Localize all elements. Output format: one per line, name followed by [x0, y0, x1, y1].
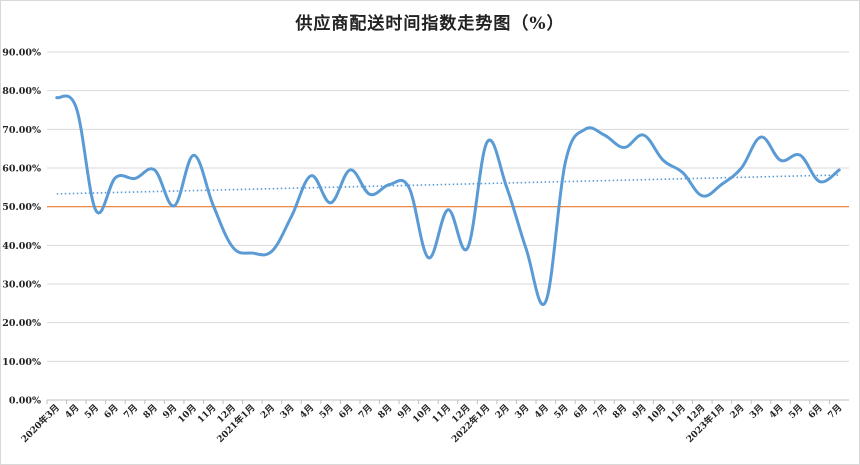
- x-tick-label: 4月: [532, 402, 551, 421]
- x-tick-label: 8月: [611, 402, 630, 421]
- x-tick-label: 6月: [571, 402, 590, 421]
- x-tick-label: 8月: [376, 402, 395, 421]
- x-tick-label: 11月: [195, 402, 218, 425]
- y-tick-label: 40.00%: [2, 241, 41, 252]
- y-tick-label: 60.00%: [2, 164, 41, 175]
- chart-title: 供应商配送时间指数走势图（%）: [295, 14, 565, 34]
- x-tick-label: 11月: [665, 402, 688, 425]
- x-tick-label: 11月: [430, 402, 453, 425]
- x-tick-label: 5月: [552, 402, 571, 421]
- y-tick-label: 0.00%: [9, 396, 41, 407]
- x-tick-label: 3月: [513, 402, 532, 421]
- x-tick-label: 10月: [411, 402, 434, 425]
- x-tick-label: 7月: [591, 402, 610, 421]
- y-tick-label: 30.00%: [2, 280, 41, 291]
- x-tick-label: 6月: [102, 402, 121, 421]
- x-tick-label: 7月: [356, 402, 375, 421]
- y-tick-label: 70.00%: [2, 125, 41, 136]
- y-tick-label: 10.00%: [2, 357, 41, 368]
- x-tick-label: 2020年3月: [19, 402, 62, 445]
- x-tick-label: 5月: [787, 402, 806, 421]
- trendline: [56, 174, 840, 195]
- y-tick-label: 90.00%: [2, 48, 41, 59]
- x-tick-label: 4月: [767, 402, 786, 421]
- x-tick-label: 2月: [493, 402, 512, 421]
- x-tick-label: 5月: [82, 402, 101, 421]
- x-tick-label: 7月: [826, 402, 845, 421]
- x-tick-label: 10月: [645, 402, 668, 425]
- y-tick-label: 50.00%: [2, 202, 41, 213]
- x-tick-label: 2月: [728, 402, 747, 421]
- x-tick-label: 5月: [317, 402, 336, 421]
- x-tick-label: 7月: [122, 402, 141, 421]
- x-tick-label: 4月: [63, 402, 82, 421]
- x-tick-label: 3月: [278, 402, 297, 421]
- x-tick-label: 6月: [337, 402, 356, 421]
- x-tick-label: 3月: [748, 402, 767, 421]
- x-tick-label: 8月: [141, 402, 160, 421]
- x-tick-label: 4月: [298, 402, 317, 421]
- x-tick-label: 2月: [258, 402, 277, 421]
- x-tick-label: 10月: [176, 402, 199, 425]
- series-line: [55, 94, 841, 306]
- x-tick-label: 6月: [806, 402, 825, 421]
- y-tick-label: 80.00%: [2, 86, 41, 97]
- y-tick-label: 20.00%: [2, 318, 41, 329]
